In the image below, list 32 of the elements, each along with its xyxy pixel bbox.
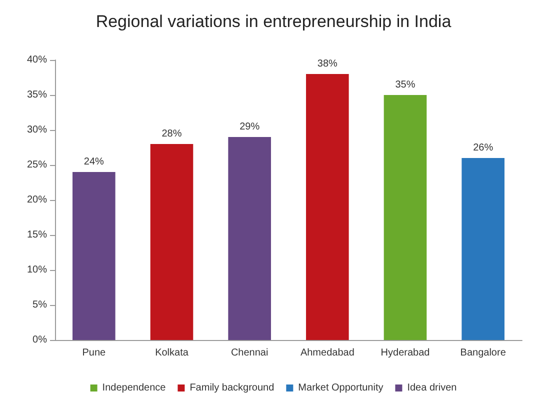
legend-label: Family background	[190, 382, 274, 394]
data-label: 26%	[473, 142, 494, 154]
bar	[150, 144, 194, 340]
data-label: 28%	[162, 128, 182, 140]
bar	[306, 74, 349, 340]
y-tick-label: 40%	[26, 54, 48, 66]
chart-title: Regional variations in entrepreneurship in India	[96, 12, 452, 31]
legend-label: Market Opportunity	[298, 382, 384, 394]
x-tick-label: Hyderabad	[380, 348, 430, 358]
bar	[72, 172, 116, 340]
x-tick-label: Ahmedabad	[300, 348, 354, 358]
x-tick-label: Kolkata	[155, 348, 189, 358]
data-label: 24%	[84, 156, 104, 168]
data-label: 35%	[395, 80, 416, 90]
y-tick-label: 30%	[26, 124, 48, 136]
y-tick-label: 20%	[26, 194, 48, 206]
y-tick-label: 25%	[26, 160, 48, 170]
legend-label: Idea driven	[407, 382, 457, 394]
y-tick-label: 10%	[26, 264, 48, 276]
y-tick-label: 35%	[26, 90, 48, 100]
x-tick-label: Chennai	[230, 348, 268, 358]
legend-label: Independence	[102, 382, 166, 394]
bar	[228, 137, 271, 340]
bar	[462, 158, 504, 340]
y-tick-label: 15%	[26, 230, 48, 240]
data-label: 38%	[317, 58, 338, 70]
y-tick-label: 5%	[32, 300, 48, 310]
data-label: 29%	[240, 122, 260, 132]
y-tick-label: 0%	[32, 334, 48, 346]
bar	[384, 95, 427, 340]
x-tick-label: Pune	[82, 348, 106, 358]
x-tick-label: Bangalore	[460, 348, 506, 358]
